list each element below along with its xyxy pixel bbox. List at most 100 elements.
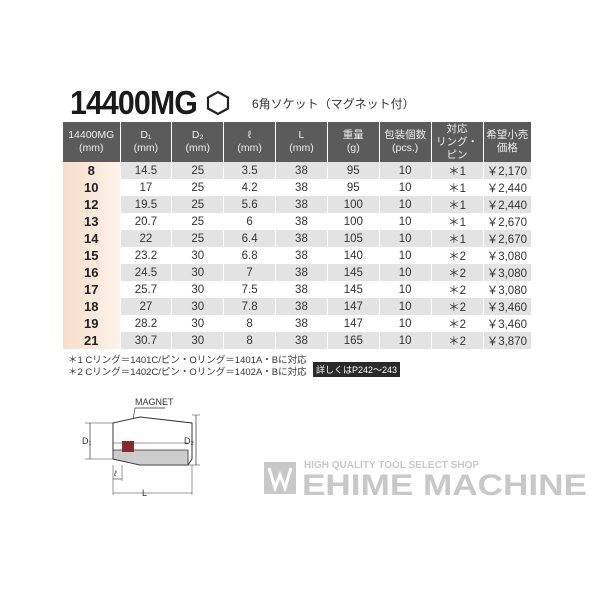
table-cell: 27 bbox=[119, 298, 172, 315]
magnet-label: MAGNET bbox=[135, 397, 174, 407]
column-header-line: D₂ bbox=[191, 129, 204, 141]
table-row: 8 14.5 25 3.5 38 95 10 ＊1 ￥2,170 bbox=[63, 162, 531, 179]
column-header-line: ℓ bbox=[247, 129, 252, 141]
table-cell: ＊1 bbox=[430, 162, 483, 179]
table-row: 14 22 25 6.4 38 105 10 ＊1 ￥2,670 bbox=[63, 230, 531, 247]
size-cell: 18 bbox=[63, 298, 120, 315]
table-header-row: 14400MG (mm) D₁ (mm) D₂ (mm) ℓ (mm) L (mm) 重量 (g) 包装… bbox=[63, 122, 531, 162]
table-cell: 10 bbox=[378, 179, 432, 196]
column-header: 包装個数 (pcs.) bbox=[378, 122, 432, 162]
column-header: D₁ (mm) bbox=[119, 122, 172, 162]
column-header-line: (mm) bbox=[79, 142, 104, 154]
table-cell: 25 bbox=[171, 162, 224, 179]
table-row: 12 19.5 25 5.6 38 100 10 ＊1 ￥2,440 bbox=[63, 196, 531, 213]
column-header-line: 価格 bbox=[496, 142, 518, 154]
size-cell: 10 bbox=[63, 179, 120, 196]
size-cell: 16 bbox=[63, 264, 120, 281]
column-header-line: (mm) bbox=[289, 142, 314, 154]
table-cell: ￥2,440 bbox=[482, 179, 531, 196]
table-cell: 10 bbox=[378, 332, 432, 349]
table-cell: 14.5 bbox=[119, 162, 172, 179]
ehime-machine-logo: HIGH QUALITY TOOL SELECT SHOP EHIME MACH… bbox=[264, 460, 587, 500]
column-header: 14400MG (mm) bbox=[63, 122, 120, 162]
table-cell: 25.7 bbox=[119, 281, 172, 298]
table-cell: 3.5 bbox=[223, 162, 276, 179]
table-cell: 28.2 bbox=[119, 315, 172, 332]
size-cell: 12 bbox=[63, 196, 120, 213]
table-cell: 22 bbox=[119, 230, 172, 247]
table-cell: ＊1 bbox=[430, 179, 483, 196]
table-cell: 10 bbox=[378, 315, 432, 332]
column-header-line: 重量 bbox=[342, 129, 364, 141]
table-cell: 10 bbox=[378, 298, 432, 315]
table-cell: ￥3,080 bbox=[482, 281, 531, 298]
d1-label: D₁ bbox=[82, 436, 92, 446]
size-cell: 21 bbox=[63, 332, 120, 349]
column-header-line: リング・ピン bbox=[436, 135, 479, 161]
table-cell: 105 bbox=[326, 230, 380, 247]
l-large-label: L bbox=[142, 488, 147, 498]
table-cell: 10 bbox=[378, 264, 432, 281]
column-header: D₂ (mm) bbox=[171, 122, 224, 162]
column-header-line: L bbox=[298, 129, 305, 141]
table-cell: 38 bbox=[275, 298, 328, 315]
table-cell: ￥3,460 bbox=[482, 298, 531, 315]
table-cell: 6.8 bbox=[223, 247, 276, 264]
footnotes: ＊1 Cリング＝1401C/ピン・Oリング＝1401A・Bに対応 ＊2 Cリング… bbox=[68, 355, 307, 379]
table-cell: 100 bbox=[326, 196, 380, 213]
table-cell: ￥3,080 bbox=[482, 264, 531, 281]
column-header-line: 包装個数 bbox=[384, 129, 427, 141]
column-header-line: D₁ bbox=[140, 129, 152, 141]
table-cell: 38 bbox=[275, 179, 328, 196]
size-cell: 8 bbox=[63, 162, 120, 179]
table-cell: ＊1 bbox=[430, 213, 483, 230]
logo-tagline: HIGH QUALITY TOOL SELECT SHOP bbox=[304, 460, 479, 471]
table-cell: 30 bbox=[171, 315, 224, 332]
product-title: 14400MG bbox=[70, 84, 198, 121]
table-cell: 140 bbox=[326, 247, 380, 264]
table-cell: 10 bbox=[378, 213, 432, 230]
table-cell: 95 bbox=[326, 179, 380, 196]
column-header: 対応 リング・ピン bbox=[430, 122, 483, 162]
table-cell: 30 bbox=[171, 332, 224, 349]
table-cell: 6 bbox=[223, 213, 276, 230]
table-cell: ＊1 bbox=[430, 230, 483, 247]
table-cell: ￥2,170 bbox=[482, 162, 531, 179]
table-cell: 100 bbox=[326, 213, 380, 230]
magnet-mark bbox=[122, 441, 134, 452]
column-header-line: (mm) bbox=[185, 142, 211, 154]
table-cell: 147 bbox=[326, 315, 380, 332]
table-cell: 147 bbox=[326, 298, 380, 315]
table-cell: ＊2 bbox=[430, 332, 483, 349]
table-cell: ＊2 bbox=[430, 247, 483, 264]
l-small-label: ℓ bbox=[113, 469, 117, 478]
table-cell: ￥3,870 bbox=[482, 332, 531, 349]
table-cell: ＊2 bbox=[430, 315, 483, 332]
size-cell: 14 bbox=[63, 230, 120, 247]
column-header: L (mm) bbox=[275, 122, 328, 162]
table-cell: 38 bbox=[275, 196, 328, 213]
table-cell: 25 bbox=[171, 196, 224, 213]
table-row: 21 30.7 30 8 38 165 10 ＊2 ￥3,870 bbox=[63, 332, 531, 349]
table-cell: 24.5 bbox=[119, 264, 172, 281]
table-cell: 30 bbox=[171, 247, 224, 264]
table-row: 17 25.7 30 7.5 38 145 10 ＊2 ￥3,080 bbox=[63, 281, 531, 298]
table-cell: 165 bbox=[326, 332, 380, 349]
table-row: 16 24.5 30 7 38 145 10 ＊2 ￥3,080 bbox=[63, 264, 531, 281]
table-cell: 10 bbox=[378, 247, 432, 264]
table-row: 18 27 30 7.8 38 147 10 ＊2 ￥3,460 bbox=[63, 298, 531, 315]
table-cell: ￥2,670 bbox=[482, 213, 531, 230]
column-header: ℓ (mm) bbox=[223, 122, 276, 162]
footnote-1: ＊1 Cリング＝1401C/ピン・Oリング＝1401A・Bに対応 bbox=[68, 355, 307, 366]
table-cell: 6.4 bbox=[223, 230, 276, 247]
table-cell: 7.8 bbox=[223, 298, 276, 315]
column-header: 重量 (g) bbox=[326, 122, 380, 162]
table-cell: ＊1 bbox=[430, 196, 483, 213]
table-cell: 19.5 bbox=[119, 196, 172, 213]
table-cell: ＊2 bbox=[430, 264, 483, 281]
reference-badge: 詳しくはP242～243 bbox=[313, 362, 401, 377]
table-cell: 20.7 bbox=[119, 213, 172, 230]
table-cell: 7 bbox=[223, 264, 276, 281]
table-row: 13 20.7 25 6 38 100 10 ＊1 ￥2,670 bbox=[63, 213, 531, 230]
